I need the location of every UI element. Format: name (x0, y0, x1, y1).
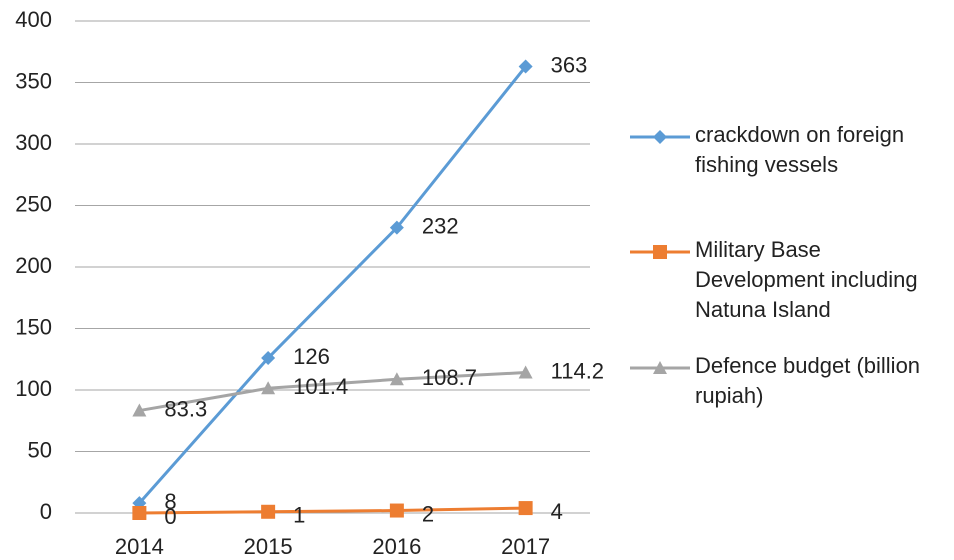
series-line (139, 371, 526, 413)
marker (132, 506, 147, 520)
marker (389, 220, 404, 235)
legend-label: Defence budget (billion rupiah) (695, 353, 921, 408)
data-label: 4 (551, 499, 563, 524)
y-tick-label: 400 (15, 7, 52, 32)
data-label: 83.3 (164, 396, 207, 421)
data-label: 0 (164, 504, 176, 529)
y-tick-label: 0 (40, 499, 52, 524)
data-label: 8 (164, 489, 176, 514)
data-label: 232 (422, 213, 459, 238)
marker (518, 365, 533, 379)
marker (389, 372, 404, 386)
x-tick-label: 2016 (372, 534, 421, 559)
marker (518, 59, 533, 74)
x-tick-label: 2015 (244, 534, 293, 559)
legend-label: Military Base Development including Natu… (695, 237, 918, 322)
data-label: 126 (293, 344, 330, 369)
legend-marker (653, 245, 667, 259)
x-tick-label: 2014 (115, 534, 164, 559)
legend-label: crackdown on foreign fishing vessels (695, 122, 905, 177)
data-label: 101.4 (293, 374, 348, 399)
data-label: 2 (422, 501, 434, 526)
data-label: 114.2 (551, 358, 604, 383)
marker (389, 503, 404, 518)
legend-marker (653, 130, 667, 144)
marker (261, 504, 276, 519)
data-label: 108.7 (422, 365, 477, 390)
y-tick-label: 300 (15, 130, 52, 155)
marker (261, 351, 276, 366)
data-label: 363 (551, 52, 588, 77)
legend-marker (653, 361, 667, 374)
data-label: 1 (293, 503, 305, 528)
y-tick-label: 50 (28, 437, 52, 462)
series-line (139, 506, 526, 515)
marker (261, 381, 276, 395)
y-tick-label: 100 (15, 376, 52, 401)
marker (132, 403, 147, 417)
marker (518, 501, 533, 516)
y-tick-label: 350 (15, 68, 52, 93)
y-tick-label: 200 (15, 253, 52, 278)
x-tick-label: 2017 (501, 534, 550, 559)
series-line (138, 65, 527, 505)
y-tick-label: 150 (15, 314, 52, 339)
y-tick-label: 250 (15, 191, 52, 216)
